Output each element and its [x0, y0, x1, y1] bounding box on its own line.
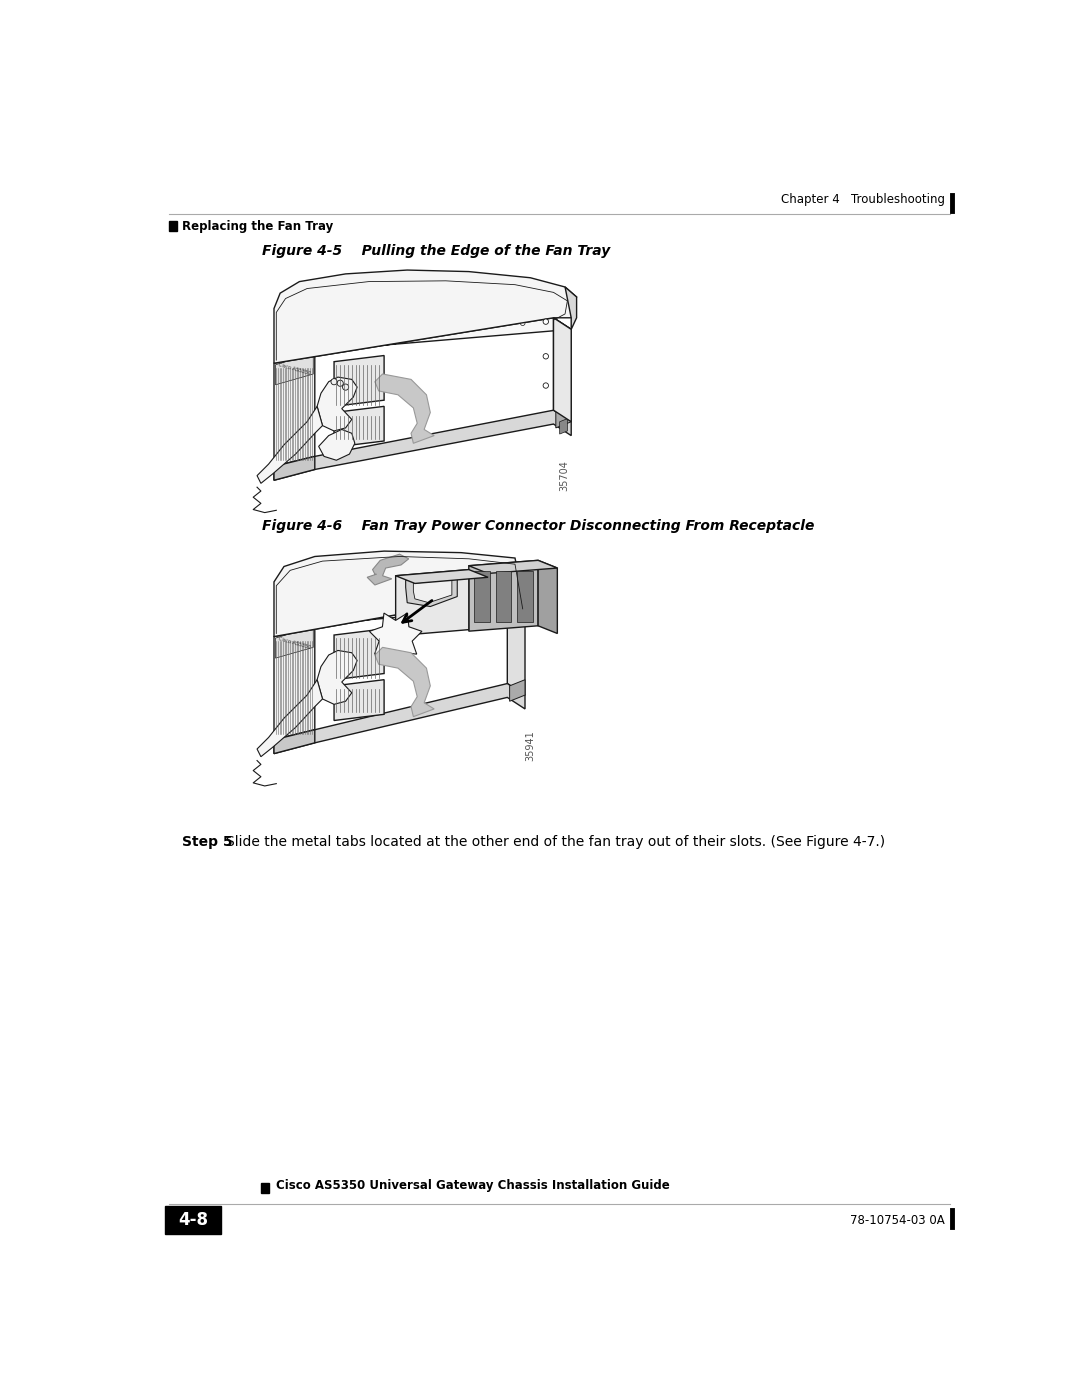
Polygon shape	[510, 680, 525, 701]
Polygon shape	[334, 355, 384, 407]
Polygon shape	[334, 629, 384, 680]
Polygon shape	[565, 286, 577, 330]
Circle shape	[329, 620, 334, 624]
Polygon shape	[274, 457, 314, 481]
Text: Cisco AS5350: Cisco AS5350	[278, 636, 311, 650]
Text: Chapter 4   Troubleshooting: Chapter 4 Troubleshooting	[781, 193, 945, 207]
Polygon shape	[274, 550, 525, 637]
Circle shape	[543, 319, 549, 324]
Polygon shape	[318, 377, 357, 432]
Polygon shape	[274, 351, 314, 467]
Polygon shape	[508, 595, 525, 696]
Polygon shape	[319, 429, 355, 460]
Polygon shape	[395, 570, 469, 636]
Polygon shape	[334, 407, 384, 447]
Polygon shape	[274, 317, 571, 363]
Polygon shape	[556, 407, 571, 427]
Text: Cisco AS5350 Universal Gateway Chassis Installation Guide: Cisco AS5350 Universal Gateway Chassis I…	[276, 1179, 670, 1192]
Circle shape	[330, 379, 337, 384]
Polygon shape	[367, 555, 408, 585]
Circle shape	[342, 384, 349, 390]
Polygon shape	[369, 613, 422, 665]
Text: Cisco AS5350: Cisco AS5350	[278, 362, 311, 376]
Polygon shape	[318, 651, 357, 704]
Polygon shape	[334, 680, 384, 721]
Polygon shape	[395, 570, 488, 584]
Polygon shape	[257, 407, 323, 483]
Text: Replacing the Fan Tray: Replacing the Fan Tray	[183, 219, 334, 233]
Polygon shape	[554, 317, 571, 422]
Polygon shape	[274, 683, 525, 753]
Polygon shape	[554, 317, 571, 422]
Polygon shape	[274, 729, 314, 753]
Polygon shape	[538, 560, 557, 633]
Polygon shape	[406, 576, 457, 606]
Polygon shape	[274, 595, 525, 637]
Circle shape	[543, 383, 549, 388]
Text: Step 5: Step 5	[183, 835, 233, 849]
Text: 78-10754-03 0A: 78-10754-03 0A	[850, 1214, 945, 1227]
Polygon shape	[275, 353, 313, 384]
Circle shape	[329, 346, 334, 352]
Text: 4-8: 4-8	[178, 1211, 208, 1229]
Circle shape	[337, 380, 343, 387]
Polygon shape	[375, 647, 434, 717]
Text: Figure 4-5    Pulling the Edge of the Fan Tray: Figure 4-5 Pulling the Edge of the Fan T…	[262, 244, 610, 258]
Polygon shape	[274, 411, 571, 481]
Polygon shape	[274, 624, 314, 740]
Text: 35704: 35704	[559, 460, 569, 492]
Polygon shape	[257, 680, 323, 757]
Circle shape	[521, 321, 525, 326]
Circle shape	[497, 623, 502, 629]
Polygon shape	[474, 571, 489, 622]
Text: Figure 4-6    Fan Tray Power Connector Disconnecting From Receptacle: Figure 4-6 Fan Tray Power Connector Disc…	[262, 520, 814, 534]
Circle shape	[413, 606, 417, 610]
Polygon shape	[469, 560, 557, 573]
Text: Slide the metal tabs located at the other end of the fan tray out of their slots: Slide the metal tabs located at the othe…	[226, 835, 886, 849]
Text: 35941: 35941	[525, 729, 536, 760]
Circle shape	[435, 330, 441, 334]
Polygon shape	[517, 571, 532, 622]
Bar	[168, 221, 177, 231]
Polygon shape	[559, 419, 567, 434]
Polygon shape	[275, 627, 313, 658]
Polygon shape	[469, 560, 538, 631]
Bar	[165, 1207, 220, 1234]
Polygon shape	[496, 571, 511, 622]
Bar	[261, 1182, 269, 1193]
Polygon shape	[274, 270, 577, 363]
Circle shape	[543, 353, 549, 359]
Circle shape	[497, 592, 502, 598]
Polygon shape	[414, 580, 451, 602]
Polygon shape	[375, 374, 434, 443]
